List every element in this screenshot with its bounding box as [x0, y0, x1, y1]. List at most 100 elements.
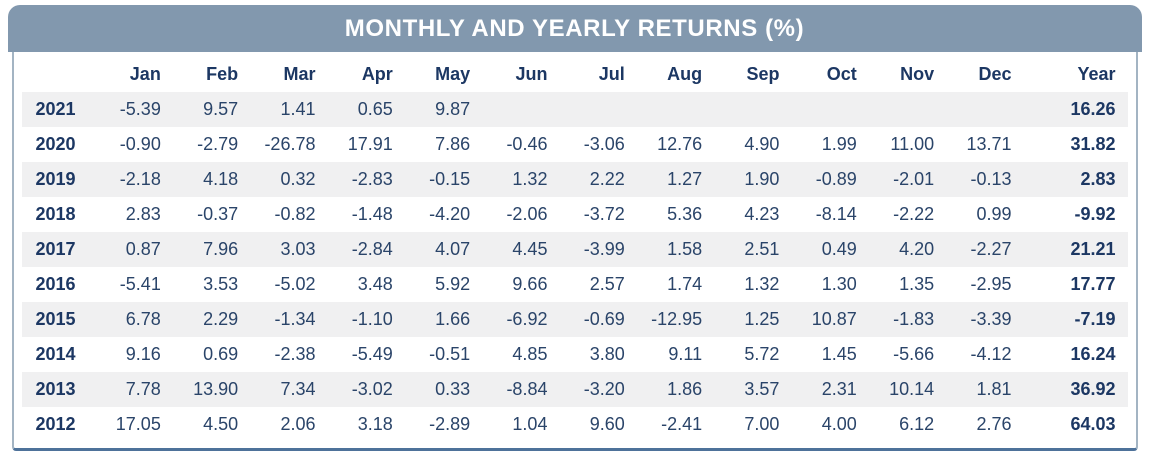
cell-2012-aug: -2.41 [661, 414, 703, 434]
cell-2017-oct: 0.49 [821, 239, 857, 259]
cell-2016-year-total: 17.77 [1070, 274, 1116, 294]
cell-2014-apr: -5.49 [351, 344, 393, 364]
returns-table-container: Jan Feb Mar Apr May Jun Jul Aug Sep Oct Nov Dec Year… [11, 52, 1138, 451]
row-label: 2020 [35, 134, 76, 154]
cell-2018-dec: 0.99 [976, 204, 1012, 224]
cell-2021-oct [791, 92, 868, 127]
cell-2017-mar: 3.03 [280, 239, 316, 259]
cell-2012-apr: 3.18 [357, 414, 393, 434]
table-row-2013: 2013 7.78 13.90 7.34 -3.02 0.33 -8.84 -3.20 1.86… [21, 372, 1128, 407]
cell-2014-may: -0.51 [429, 344, 471, 364]
cell-2016-apr: 3.48 [357, 274, 393, 294]
cell-2016-dec: -2.95 [970, 274, 1012, 294]
column-header-nov: Nov [900, 64, 935, 84]
cell-2012-feb: 4.50 [203, 414, 239, 434]
cell-2017-may: 4.07 [435, 239, 471, 259]
cell-2020-oct: 1.99 [821, 134, 857, 154]
cell-2019-apr: -2.83 [351, 169, 393, 189]
cell-2020-sep: 4.90 [744, 134, 780, 154]
returns-table: Jan Feb Mar Apr May Jun Jul Aug Sep Oct Nov Dec Year… [21, 56, 1128, 442]
table-row-2015: 2015 6.78 2.29 -1.34 -1.10 1.66 -6.92 -0.69 -12.… [21, 302, 1128, 337]
table-row-2018: 2018 2.83 -0.37 -0.82 -1.48 -4.20 -2.06 -3.72 5.… [21, 197, 1128, 232]
cell-2020-year-total: 31.82 [1070, 134, 1116, 154]
cell-2014-mar: -2.38 [274, 344, 316, 364]
cell-2017-year-total: 21.21 [1070, 239, 1116, 259]
cell-2020-aug: 12.76 [657, 134, 703, 154]
row-label-column-header [22, 56, 96, 92]
cell-2014-dec: -4.12 [970, 344, 1012, 364]
table-row-2017: 2017 0.87 7.96 3.03 -2.84 4.07 4.45 -3.99 1.58 2.… [21, 232, 1128, 267]
returns-table-header: Jan Feb Mar Apr May Jun Jul Aug Sep Oct Nov Dec Year [22, 56, 1128, 92]
column-header-jun: Jun [515, 64, 548, 84]
cell-2013-year-total: 36.92 [1070, 379, 1116, 399]
cell-2019-year-total: 2.83 [1080, 169, 1116, 189]
column-header-apr: Apr [361, 64, 393, 84]
cell-2020-jul: -3.06 [583, 134, 625, 154]
cell-2016-may: 5.92 [435, 274, 471, 294]
cell-2014-nov: -5.66 [893, 344, 935, 364]
cell-2020-jun: -0.46 [506, 134, 548, 154]
row-label: 2014 [35, 344, 76, 364]
cell-2016-jun: 9.66 [512, 274, 548, 294]
cell-2014-oct: 1.45 [821, 344, 857, 364]
cell-2014-year-total: 16.24 [1070, 344, 1116, 364]
cell-2017-jan: 0.87 [125, 239, 161, 259]
cell-2018-mar: -0.82 [274, 204, 316, 224]
cell-2021-sep [714, 92, 791, 127]
column-header-feb: Feb [206, 64, 239, 84]
cell-2013-may: 0.33 [435, 379, 471, 399]
cell-2015-apr: -1.10 [351, 309, 393, 329]
cell-2018-jul: -3.72 [583, 204, 625, 224]
cell-2013-jan: 7.78 [125, 379, 161, 399]
cell-2014-aug: 9.11 [668, 344, 703, 364]
cell-2017-apr: -2.84 [351, 239, 393, 259]
returns-card: MONTHLY AND YEARLY RETURNS (%) Jan Feb Mar… [7, 5, 1142, 451]
cell-2018-apr: -1.48 [351, 204, 393, 224]
cell-2012-dec: 2.76 [976, 414, 1012, 434]
column-header-may: May [435, 64, 471, 84]
cell-2018-jun: -2.06 [506, 204, 548, 224]
cell-2013-mar: 7.34 [280, 379, 316, 399]
cell-2017-sep: 2.51 [744, 239, 780, 259]
cell-2015-jan: 6.78 [125, 309, 161, 329]
column-header-jul: Jul [598, 64, 625, 84]
cell-2017-nov: 4.20 [899, 239, 935, 259]
table-row-2012: 2012 17.05 4.50 2.06 3.18 -2.89 1.04 9.60 -2.41 7… [21, 407, 1128, 442]
cell-2016-aug: 1.74 [667, 274, 703, 294]
cell-2013-sep: 3.57 [744, 379, 780, 399]
cell-2021-jul [559, 92, 636, 127]
cell-2017-jun: 4.45 [512, 239, 548, 259]
cell-2012-jul: 9.60 [589, 414, 625, 434]
cell-2013-oct: 2.31 [821, 379, 857, 399]
row-label: 2017 [35, 239, 76, 259]
table-row-2019: 2019 -2.18 4.18 0.32 -2.83 -0.15 1.32 2.22 1.27 1… [21, 162, 1128, 197]
cell-2017-jul: -3.99 [583, 239, 625, 259]
column-header-oct: Oct [826, 64, 857, 84]
table-row-2014: 2014 9.16 0.69 -2.38 -5.49 -0.51 4.85 3.80 9.11 5… [21, 337, 1128, 372]
cell-2021-year-total: 16.26 [1070, 99, 1116, 119]
cell-2015-oct: 10.87 [811, 309, 857, 329]
cell-2012-jun: 1.04 [512, 414, 548, 434]
cell-2021-aug [637, 92, 714, 127]
cell-2021-nov [869, 92, 946, 127]
cell-2013-aug: 1.86 [667, 379, 703, 399]
cell-2021-feb: 9.57 [203, 99, 239, 119]
cell-2015-jul: -0.69 [583, 309, 625, 329]
cell-2019-aug: 1.27 [667, 169, 703, 189]
table-row-2016: 2016 -5.41 3.53 -5.02 3.48 5.92 9.66 2.57 1.74 1.… [21, 267, 1128, 302]
cell-2019-jan: -2.18 [119, 169, 161, 189]
cell-2020-mar: -26.78 [264, 134, 316, 154]
cell-2017-dec: -2.27 [970, 239, 1012, 259]
cell-2012-oct: 4.00 [821, 414, 857, 434]
cell-2018-year-total: -9.92 [1074, 204, 1116, 224]
cell-2014-sep: 5.72 [744, 344, 780, 364]
cell-2014-jun: 4.85 [512, 344, 548, 364]
row-label: 2013 [35, 379, 76, 399]
column-header-mar: Mar [283, 64, 316, 84]
cell-2012-may: -2.89 [429, 414, 471, 434]
cell-2018-jan: 2.83 [125, 204, 161, 224]
cell-2014-jan: 9.16 [125, 344, 161, 364]
table-row-2021: 2021 -5.39 9.57 1.41 0.65 9.87 16.26 [21, 92, 1128, 127]
cell-2014-jul: 3.80 [589, 344, 625, 364]
cell-2016-mar: -5.02 [274, 274, 316, 294]
